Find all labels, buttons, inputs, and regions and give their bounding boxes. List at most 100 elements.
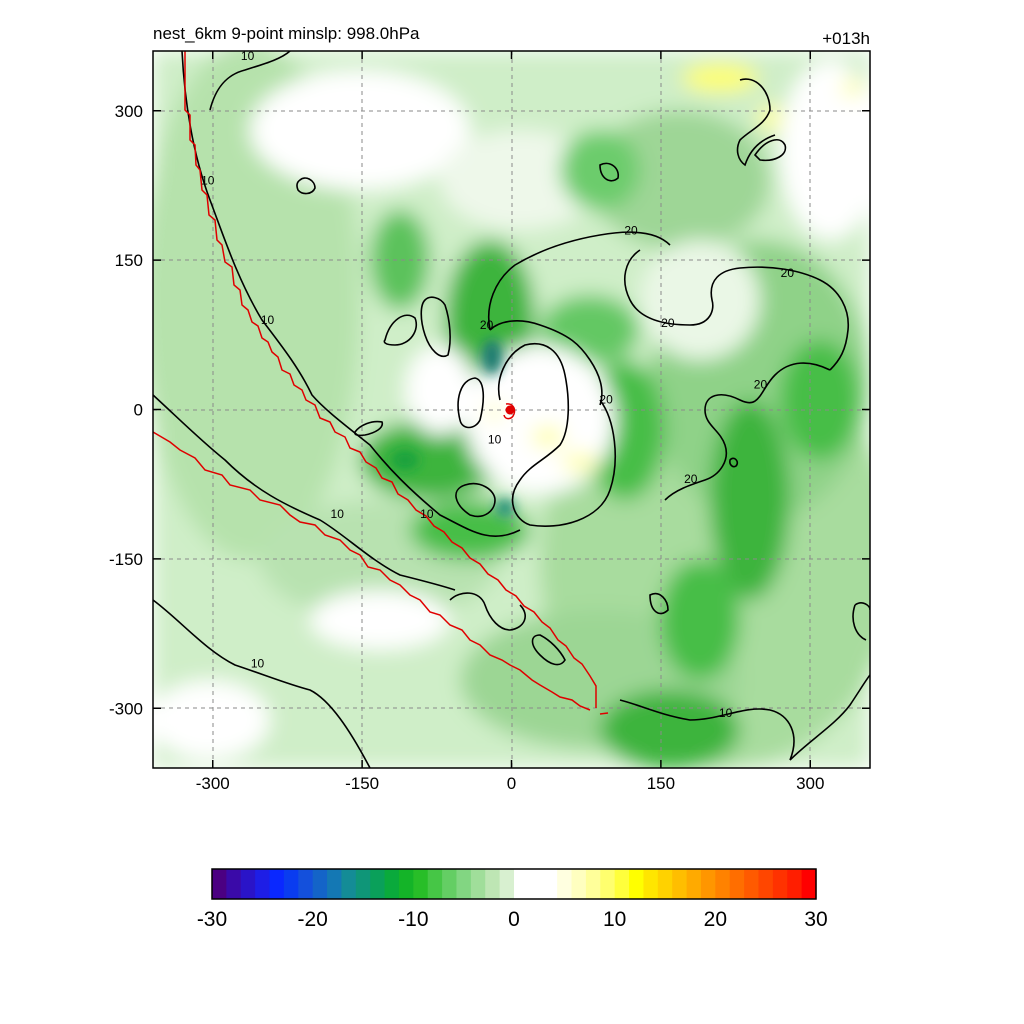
colorbar-tick-label: -20 xyxy=(297,908,327,931)
shade-region xyxy=(486,405,502,419)
colorbar-swatch xyxy=(672,869,688,899)
shade-region xyxy=(842,79,862,97)
contour-label: 20 xyxy=(624,223,638,237)
colorbar-tick-label: 10 xyxy=(603,908,626,931)
y-tick-label: 150 xyxy=(115,251,143,270)
plot-area: 10 10 10 10 10 10 10 10 20 20 20 20 20 20 20 xyxy=(153,49,870,768)
contour-line xyxy=(753,139,787,162)
colorbar-swatch xyxy=(398,869,414,899)
contour-line xyxy=(455,482,496,518)
contour-line xyxy=(488,231,671,331)
colorbar-swatch xyxy=(557,869,573,899)
storm-center-marker xyxy=(503,403,516,420)
contour-label: 10 xyxy=(241,49,255,63)
colorbar-swatch xyxy=(629,869,645,899)
colorbar-swatch xyxy=(456,869,472,899)
colorbar-swatch xyxy=(269,869,285,899)
contour-line xyxy=(153,599,371,768)
contour-label: 10 xyxy=(331,507,345,521)
storm-center-dot xyxy=(505,405,515,415)
contour-line xyxy=(383,314,417,346)
colorbar-swatch xyxy=(700,869,716,899)
colorbar-swatch xyxy=(657,869,673,899)
colorbar-tick-label: 20 xyxy=(704,908,727,931)
shade-region xyxy=(640,240,760,360)
shade-region xyxy=(780,60,870,240)
colorbar-tick-label: -30 xyxy=(197,908,227,931)
colorbar-swatch xyxy=(614,869,630,899)
colorbar-swatch xyxy=(686,869,702,899)
boundary-line xyxy=(184,51,597,708)
colorbar-swatch xyxy=(226,869,242,899)
shade-region xyxy=(496,499,514,517)
contour-line xyxy=(729,457,739,468)
colorbar-ticks: -30 -20 -10 0 10 20 30 xyxy=(197,908,828,931)
contour-line xyxy=(531,634,566,666)
colorbar-swatch xyxy=(442,869,458,899)
colorbar-swatch xyxy=(413,869,429,899)
x-tick-label: 300 xyxy=(796,774,824,793)
contour-line xyxy=(296,177,316,195)
x-tick-label: -150 xyxy=(345,774,379,793)
contour-line xyxy=(209,51,291,111)
contour-label: 20 xyxy=(599,393,613,407)
colorbar-swatch xyxy=(427,869,443,899)
red-boundaries xyxy=(153,51,609,715)
y-tick-label: 0 xyxy=(134,401,143,420)
contour-line xyxy=(789,674,870,761)
shade-region xyxy=(540,295,640,365)
shade-region xyxy=(310,590,450,650)
shade-region xyxy=(590,110,770,250)
shade-region xyxy=(710,400,790,600)
contour-label: 10 xyxy=(420,507,434,521)
contour-label: 10 xyxy=(201,173,215,187)
contour-line xyxy=(599,162,620,182)
shade-region xyxy=(360,420,500,500)
contour-label: 10 xyxy=(488,432,502,446)
colorbar-swatch xyxy=(470,869,486,899)
contour-label: 10 xyxy=(261,313,275,327)
boundary-line xyxy=(153,431,591,711)
colorbar-tick-label: 30 xyxy=(804,908,827,931)
shade-region xyxy=(600,690,740,768)
x-axis-ticks: -300 -150 0 150 300 xyxy=(196,51,824,793)
colorbar-swatch xyxy=(298,869,314,899)
contour-line xyxy=(736,78,776,167)
contour-line xyxy=(619,699,795,761)
shade-region xyxy=(562,453,598,471)
colorbar-swatch xyxy=(212,869,227,899)
shade-region xyxy=(532,427,564,447)
contour-label: 20 xyxy=(781,266,795,280)
contour-labels: 10 10 10 10 10 10 10 10 20 20 20 20 20 20 20 xyxy=(201,49,795,720)
colorbar-swatch xyxy=(283,869,299,899)
contour-line xyxy=(649,592,669,615)
contour-line xyxy=(664,362,831,501)
colorbar-swatch xyxy=(729,869,745,899)
chart-title: nest_6km 9-point minslp: 998.0hPa xyxy=(153,24,420,43)
colorbar-swatch xyxy=(744,869,760,899)
colorbar-swatch xyxy=(758,869,774,899)
y-tick-label: -150 xyxy=(109,550,143,569)
colorbar-swatch xyxy=(240,869,256,899)
contour-line xyxy=(181,51,521,538)
contour-label: 20 xyxy=(754,378,768,392)
contour-line xyxy=(489,320,603,406)
shade-region xyxy=(370,210,430,310)
colorbar-swatch xyxy=(528,869,544,899)
contour-label: 20 xyxy=(684,472,698,486)
x-tick-label: 0 xyxy=(507,774,516,793)
contour-label: 20 xyxy=(480,318,494,332)
x-tick-label: 150 xyxy=(647,774,675,793)
contour-line xyxy=(624,249,850,371)
boundary-line xyxy=(599,712,609,715)
colorbar-swatch xyxy=(485,869,501,899)
contour-line xyxy=(449,592,526,631)
shade-region xyxy=(405,345,475,435)
colorbar-swatch xyxy=(600,869,616,899)
shade-region xyxy=(682,64,758,92)
colorbar-swatch xyxy=(715,869,731,899)
colorbar-swatch xyxy=(772,869,788,899)
contour-line xyxy=(457,377,485,429)
contour-label: 10 xyxy=(719,706,733,720)
